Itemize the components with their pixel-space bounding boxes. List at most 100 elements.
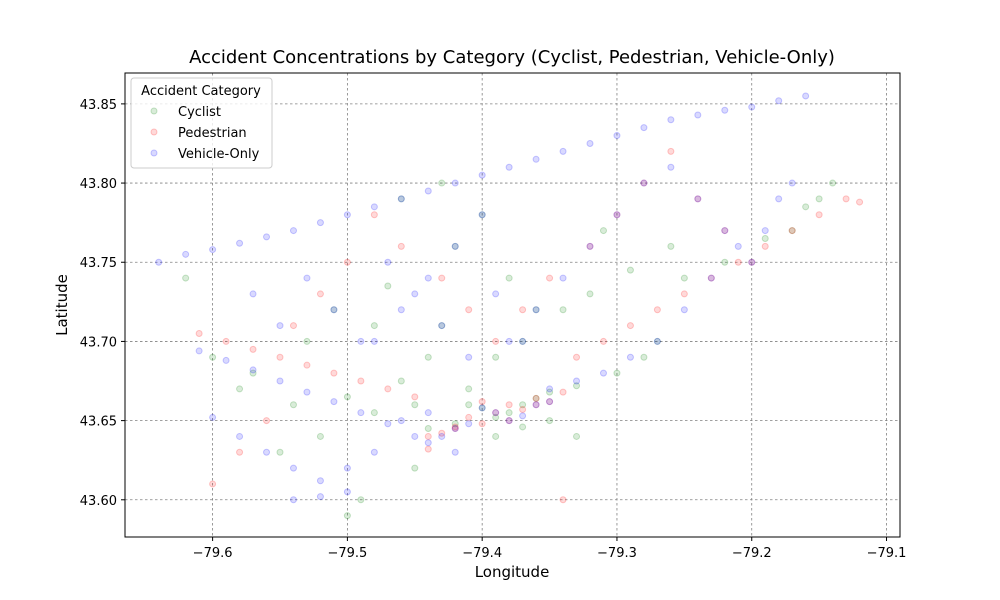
data-point: [626, 266, 634, 274]
data-point: [788, 179, 796, 187]
data-point: [343, 488, 351, 496]
legend-label: Pedestrian: [178, 126, 247, 141]
data-point: [532, 401, 540, 409]
data-point: [559, 274, 567, 282]
data-point: [492, 432, 500, 440]
series-cyclist: [182, 179, 837, 520]
data-point: [465, 353, 473, 361]
data-point: [465, 401, 473, 409]
data-point: [532, 394, 540, 402]
data-point: [249, 366, 257, 374]
x-tick-label: −79.5: [327, 546, 367, 561]
data-point: [397, 377, 405, 385]
data-point: [748, 258, 756, 266]
y-axis-ticks: 43.60 43.65 43.70 43.75 43.80 43.85: [80, 98, 125, 509]
data-points: [155, 92, 864, 520]
data-point: [303, 337, 311, 345]
data-point: [465, 385, 473, 393]
data-point: [209, 413, 217, 421]
data-point: [532, 401, 540, 409]
data-point: [788, 227, 796, 235]
data-point: [761, 242, 769, 250]
data-point: [370, 322, 378, 330]
data-point: [694, 195, 702, 203]
data-point: [613, 211, 621, 219]
data-point: [492, 353, 500, 361]
x-axis-label: Longitude: [475, 563, 550, 581]
data-point: [734, 242, 742, 250]
data-point: [303, 274, 311, 282]
data-point: [263, 417, 271, 425]
data-point: [775, 97, 783, 105]
data-point: [694, 111, 702, 119]
data-point: [721, 258, 729, 266]
data-point: [653, 337, 661, 345]
data-point: [721, 106, 729, 114]
data-point: [492, 409, 500, 417]
data-point: [370, 211, 378, 219]
data-point: [640, 353, 648, 361]
data-point: [532, 394, 540, 402]
data-point: [626, 353, 634, 361]
data-point: [667, 242, 675, 250]
y-tick-label: 43.60: [80, 494, 117, 509]
legend-marker: [150, 128, 158, 136]
data-point: [451, 242, 459, 250]
data-point: [694, 195, 702, 203]
data-point: [357, 496, 365, 504]
grid: [125, 73, 900, 537]
data-point: [546, 417, 554, 425]
data-point: [276, 353, 284, 361]
data-point: [478, 171, 486, 179]
data-point: [316, 290, 324, 298]
data-point: [263, 448, 271, 456]
data-point: [316, 477, 324, 485]
data-point: [276, 377, 284, 385]
data-point: [519, 337, 527, 345]
legend-title: Accident Category: [141, 84, 261, 99]
data-point: [330, 369, 338, 377]
data-point: [424, 409, 432, 417]
data-point: [505, 401, 513, 409]
data-point: [195, 330, 203, 338]
data-point: [478, 404, 486, 412]
data-point: [330, 306, 338, 314]
data-point: [613, 132, 621, 140]
data-point: [775, 195, 783, 203]
data-point: [182, 274, 190, 282]
data-point: [424, 187, 432, 195]
data-point: [559, 496, 567, 504]
data-point: [653, 337, 661, 345]
data-point: [438, 429, 446, 437]
data-point: [155, 258, 163, 266]
data-point: [586, 242, 594, 250]
data-point: [748, 258, 756, 266]
data-point: [532, 306, 540, 314]
data-point: [761, 227, 769, 235]
data-point: [505, 163, 513, 171]
x-tick-label: −79.3: [597, 546, 637, 561]
data-point: [384, 420, 392, 428]
data-point: [505, 274, 513, 282]
data-point: [721, 227, 729, 235]
series-vehicle-only: [155, 92, 810, 504]
data-point: [546, 398, 554, 406]
data-point: [667, 147, 675, 155]
data-point: [236, 432, 244, 440]
legend-label: Vehicle-Only: [178, 147, 260, 162]
data-point: [438, 179, 446, 187]
data-point: [519, 406, 527, 414]
data-point: [519, 401, 527, 409]
data-point: [546, 385, 554, 393]
data-point: [721, 227, 729, 235]
x-tick-label: −79.1: [867, 546, 907, 561]
data-point: [343, 464, 351, 472]
data-point: [680, 290, 688, 298]
data-point: [478, 404, 486, 412]
data-point: [573, 432, 581, 440]
data-point: [573, 377, 581, 385]
data-point: [411, 393, 419, 401]
data-point: [209, 246, 217, 254]
series-pedestrian: [195, 147, 864, 504]
data-point: [599, 337, 607, 345]
